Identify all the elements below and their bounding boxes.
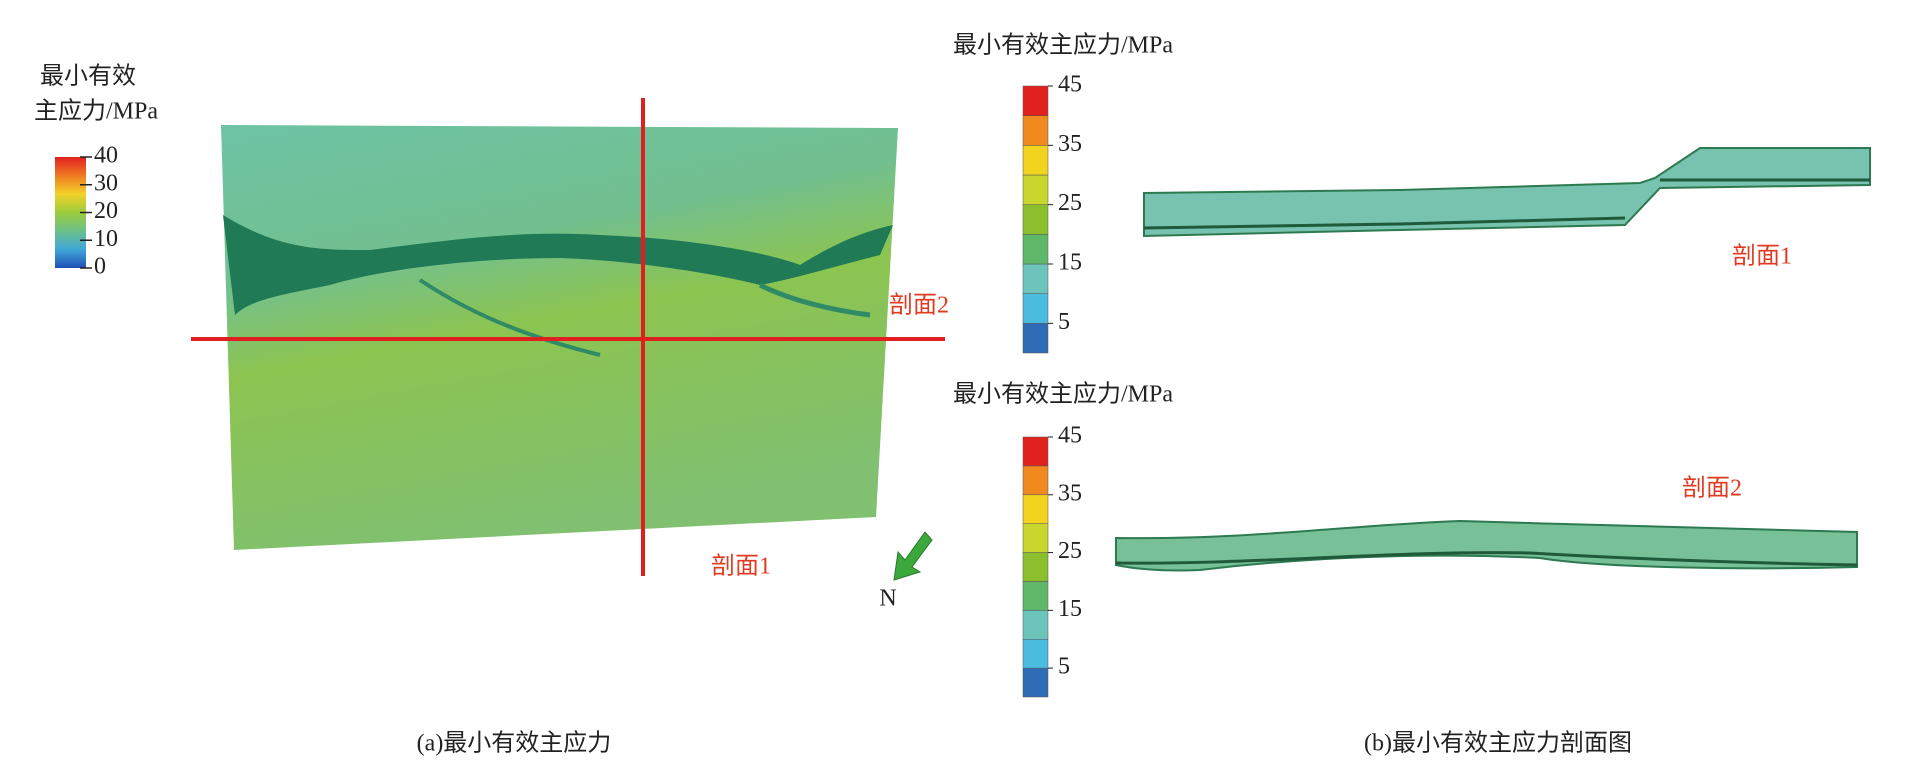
section-label: 剖面2 [1682, 475, 1742, 502]
section-label: 剖面2 [889, 292, 949, 319]
color-band [1022, 204, 1049, 235]
color-band [1022, 638, 1049, 669]
color-band [1022, 234, 1049, 265]
color-band [1022, 436, 1049, 467]
color-band [1022, 523, 1049, 553]
tick-label: 25 [1058, 190, 1082, 216]
tick-label: 40 [94, 143, 118, 169]
tick-label: 15 [1058, 250, 1082, 276]
tick-label: 5 [1058, 309, 1070, 335]
tick-label: 5 [1058, 654, 1070, 680]
legend-title: 最小有效 [40, 63, 136, 90]
color-band [1022, 667, 1049, 698]
legend-title: 最小有效主应力/MPa [953, 32, 1173, 59]
color-band [1022, 494, 1049, 524]
section-profile [1143, 147, 1871, 238]
tick-label: 0 [94, 254, 106, 280]
tick-label: 25 [1058, 538, 1082, 564]
color-band [1022, 581, 1049, 611]
color-band [1022, 610, 1049, 640]
north-label: N [879, 586, 896, 612]
north-arrow [893, 531, 933, 581]
color-band [1022, 145, 1049, 176]
legend-title: 主应力/MPa [34, 98, 158, 125]
section-label: 剖面1 [1732, 243, 1792, 270]
tick-label: 10 [94, 226, 118, 252]
tick-label: 30 [94, 170, 118, 196]
color-band [1022, 323, 1049, 354]
section-label: 剖面1 [711, 553, 771, 580]
color-band [1022, 85, 1049, 116]
color-band [1022, 174, 1049, 205]
tick-label: 35 [1058, 480, 1082, 506]
color-band [1022, 293, 1049, 324]
section-profile [1115, 519, 1858, 572]
caption: (b)最小有效主应力剖面图 [1364, 730, 1632, 757]
caption: (a)最小有效主应力 [417, 730, 612, 757]
color-band [1022, 552, 1049, 582]
tick-label: 20 [94, 198, 118, 224]
tick-label: 35 [1058, 131, 1082, 157]
color-band [1022, 115, 1049, 146]
color-band [1022, 263, 1049, 294]
legend-title: 最小有效主应力/MPa [953, 381, 1173, 408]
tick-label: 15 [1058, 596, 1082, 622]
tick-label: 45 [1058, 423, 1082, 449]
color-band [1022, 465, 1049, 496]
tick-label: 45 [1058, 72, 1082, 98]
